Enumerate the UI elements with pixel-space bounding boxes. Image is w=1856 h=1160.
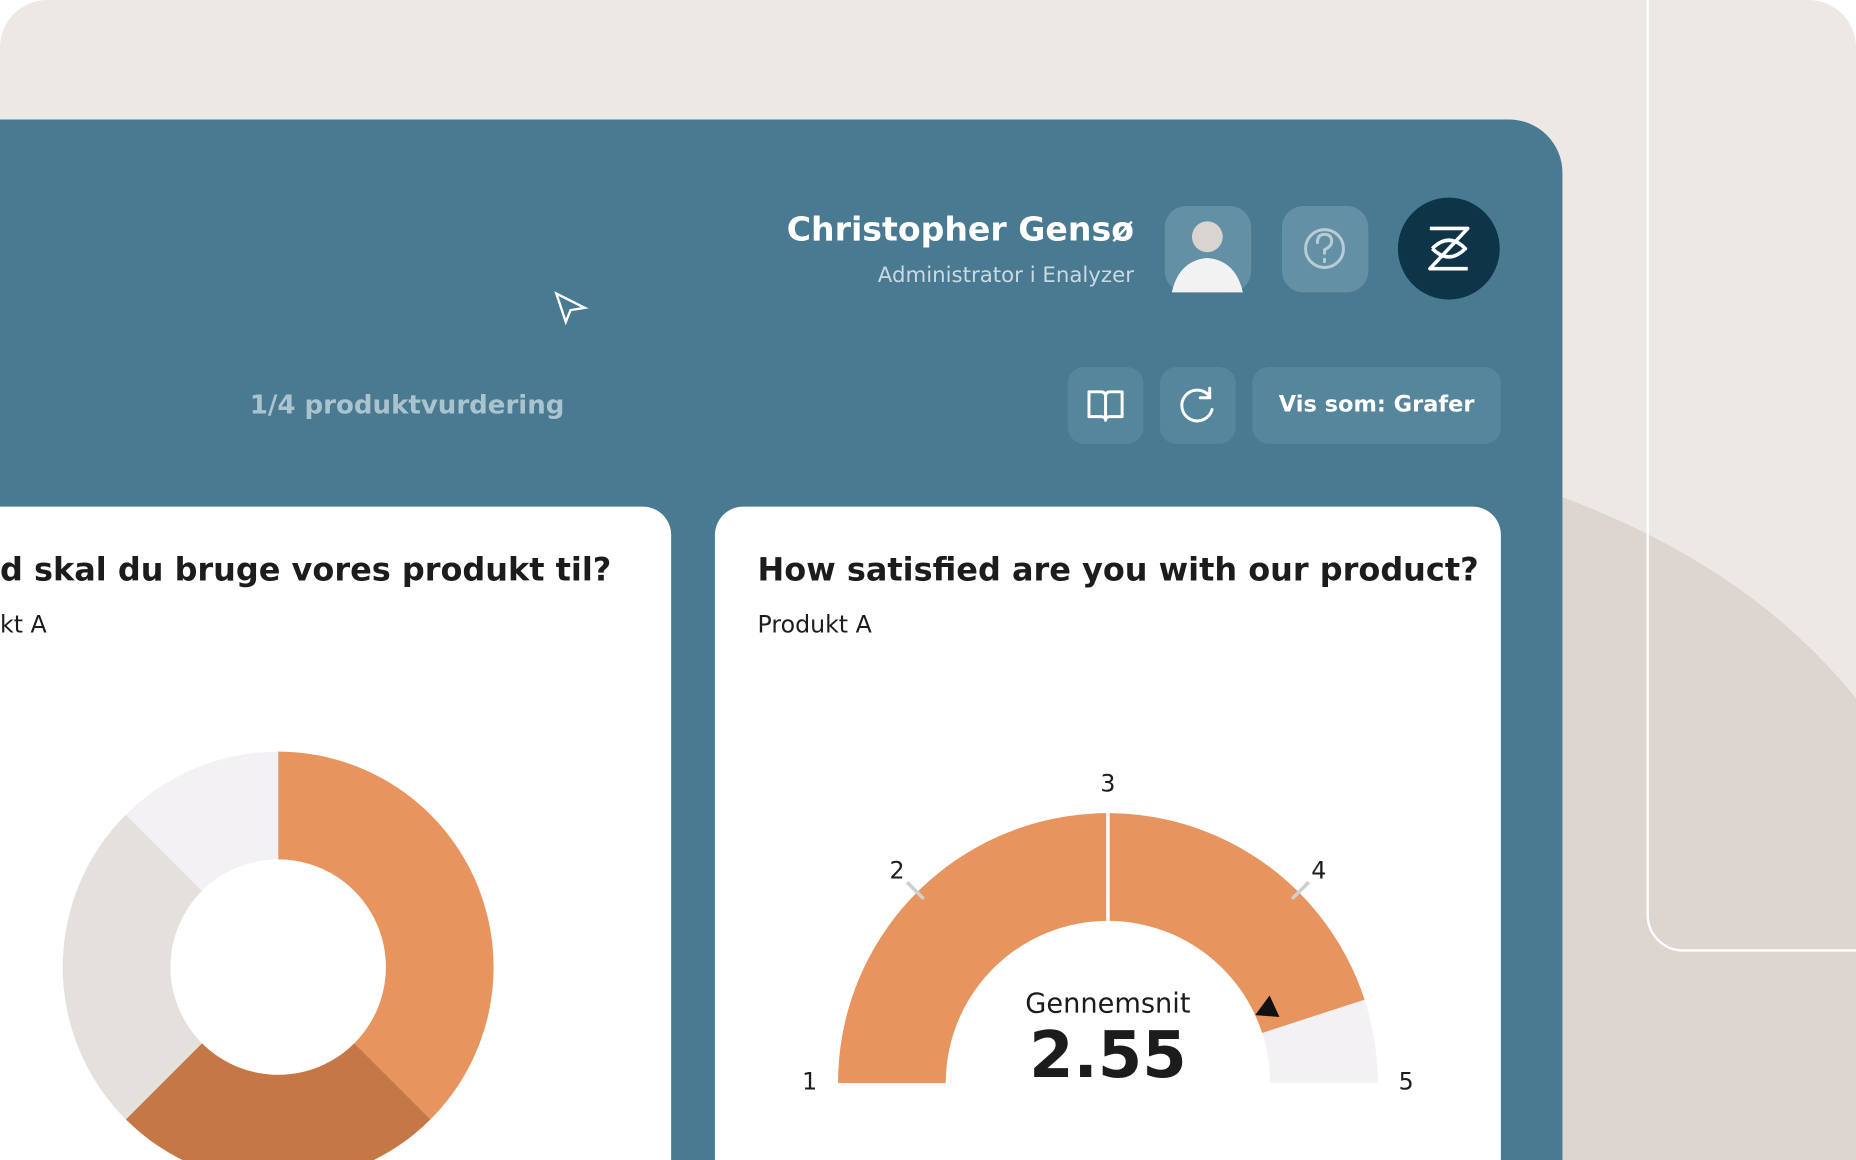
gauge-tick-label: 3 bbox=[1100, 769, 1115, 797]
gauge-fill bbox=[838, 813, 1365, 1084]
gauge-tick-label: 1 bbox=[802, 1068, 817, 1096]
user-name: Christopher Gensø bbox=[787, 209, 1134, 248]
gauge-tick bbox=[1290, 880, 1311, 901]
decor-frame bbox=[1646, 0, 1856, 952]
card-title: d skal du bruge vores produkt til? bbox=[0, 551, 611, 589]
pie-slice bbox=[125, 1043, 431, 1160]
book-icon bbox=[1087, 390, 1124, 422]
gauge-value: 2.55 bbox=[1029, 1019, 1187, 1093]
refresh-button[interactable] bbox=[1159, 366, 1236, 444]
logo-icon bbox=[1428, 226, 1470, 271]
gauge-tick-label: 5 bbox=[1399, 1068, 1414, 1096]
pie-slice bbox=[125, 751, 279, 891]
cursor bbox=[554, 291, 589, 326]
view-button-label: Vis som: Grafer bbox=[1279, 391, 1476, 417]
pie-slice bbox=[62, 814, 202, 1120]
view-button[interactable] bbox=[1252, 366, 1501, 444]
card-subtitle: kt A bbox=[0, 611, 47, 639]
help-icon bbox=[1304, 228, 1345, 269]
avatar-head bbox=[1191, 221, 1223, 253]
gauge-tick-label: 2 bbox=[889, 857, 904, 885]
gauge-tick-label: 4 bbox=[1311, 857, 1326, 885]
avatar-body bbox=[1171, 258, 1243, 293]
pie-slice bbox=[278, 751, 494, 1120]
decor-shape bbox=[1562, 497, 1856, 1160]
card-subtitle: Produkt A bbox=[758, 611, 872, 639]
card-title: How satisfied are you with our product? bbox=[758, 551, 1479, 589]
progress-label: 1/4 produktvurdering bbox=[250, 390, 565, 420]
gauge-tick bbox=[905, 880, 926, 901]
refresh-icon bbox=[1180, 386, 1214, 423]
gauge-pointer bbox=[1255, 995, 1280, 1017]
help-mark bbox=[1315, 232, 1334, 264]
user-role: Administrator i Enalyzer bbox=[878, 263, 1134, 288]
gauge-label: Gennemsnit bbox=[1025, 988, 1191, 1019]
